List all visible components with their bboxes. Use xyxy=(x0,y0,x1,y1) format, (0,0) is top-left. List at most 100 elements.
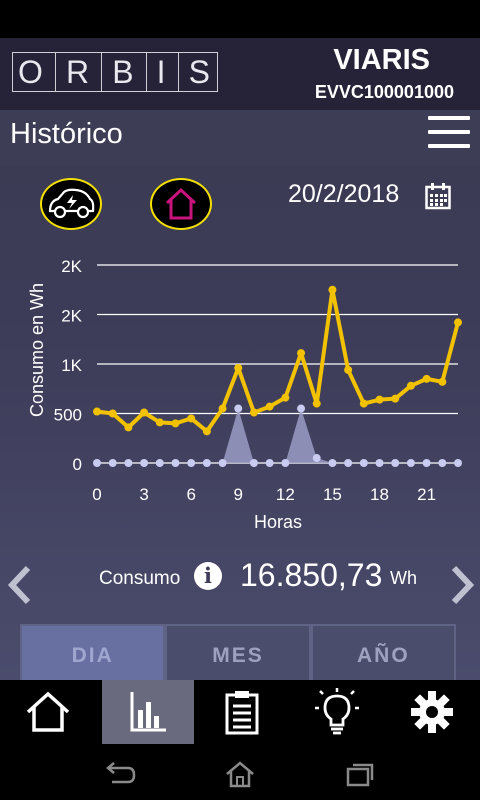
x-tick-label: 12 xyxy=(276,485,295,504)
series-1-point xyxy=(202,427,211,436)
x-tick-label: 18 xyxy=(370,485,389,504)
home-filter-button[interactable] xyxy=(150,178,212,230)
series-1-point xyxy=(328,285,337,294)
series-2-point xyxy=(171,459,180,467)
series-2-point xyxy=(328,459,337,467)
series-1-point xyxy=(108,409,117,418)
series-2-point xyxy=(359,459,368,467)
x-axis-label: Horas xyxy=(254,512,302,532)
series-1-point xyxy=(187,414,196,423)
series-1-point xyxy=(218,404,227,413)
series-1-point xyxy=(124,423,133,432)
series-2-point xyxy=(265,459,274,467)
series-1-point xyxy=(422,374,431,383)
series-1-point xyxy=(297,349,306,358)
device-name: VIARIS xyxy=(333,44,430,76)
series-1-point xyxy=(375,395,384,404)
series-2-point xyxy=(391,459,400,467)
series-1-point xyxy=(454,318,462,327)
series-2-point xyxy=(234,404,243,413)
series-2-point xyxy=(124,459,133,467)
back-icon[interactable] xyxy=(104,760,136,788)
x-tick-label: 15 xyxy=(323,485,342,504)
x-tick-label: 0 xyxy=(92,485,101,504)
y-tick-label: 2K xyxy=(61,307,82,326)
house-icon xyxy=(165,187,197,220)
total-consumption: Consumo i 16.850,73 Wh xyxy=(0,556,480,596)
recent-apps-icon[interactable] xyxy=(344,760,376,788)
series-1-point xyxy=(249,408,258,417)
series-2-point xyxy=(312,454,321,463)
series-1-point xyxy=(406,381,415,390)
tab-month[interactable]: MES xyxy=(165,624,311,682)
series-2-point xyxy=(438,459,447,467)
page-title: Histórico xyxy=(10,118,123,150)
gear-icon xyxy=(411,691,454,733)
hamburger-menu-icon[interactable] xyxy=(428,116,470,154)
nav-tips[interactable] xyxy=(289,680,384,744)
y-tick-label: 1K xyxy=(61,356,82,375)
y-tick-label: 500 xyxy=(54,406,82,425)
info-icon[interactable]: i xyxy=(194,562,222,590)
selected-date[interactable]: 20/2/2018 xyxy=(288,180,400,208)
series-2-point xyxy=(108,459,117,467)
y-tick-label: 2K xyxy=(61,257,82,276)
lightbulb-icon xyxy=(314,688,359,735)
series-2-point xyxy=(344,459,353,467)
device-id: EVVC100001000 xyxy=(314,82,454,102)
total-label: Consumo xyxy=(99,568,181,589)
series-2-point xyxy=(297,404,306,413)
nav-reports[interactable] xyxy=(194,680,289,744)
car-filter-button[interactable] xyxy=(40,178,102,230)
x-tick-label: 21 xyxy=(417,485,436,504)
title-bar: Histórico xyxy=(0,110,480,166)
series-1-point xyxy=(93,407,101,416)
series-2-point xyxy=(202,459,211,467)
series-2-point xyxy=(454,459,462,467)
y-axis-label: Consumo en Wh xyxy=(27,283,47,417)
period-tabs: DIA MES AÑO xyxy=(20,624,456,682)
tab-day[interactable]: DIA xyxy=(20,624,166,682)
series-2-point xyxy=(187,459,196,467)
series-2-point xyxy=(406,459,415,467)
orbis-logo: O R B I S xyxy=(12,52,218,92)
series-1-point xyxy=(438,377,447,386)
series-2-point xyxy=(249,459,258,467)
system-navigation-bar xyxy=(0,750,480,800)
brand-bar: O R B I S VIARIS EVVC100001000 xyxy=(0,38,480,110)
series-1-point xyxy=(140,408,149,417)
electric-car-icon xyxy=(48,188,95,219)
x-tick-label: 9 xyxy=(234,485,243,504)
series-2-point xyxy=(375,459,384,467)
bar-chart-icon xyxy=(130,692,167,732)
x-tick-label: 6 xyxy=(186,485,195,504)
series-2-point xyxy=(281,459,290,467)
nav-settings[interactable] xyxy=(385,680,480,744)
series-1-point xyxy=(265,402,274,411)
home-outline-icon[interactable] xyxy=(224,760,256,788)
y-tick-label: 0 xyxy=(73,455,82,474)
status-bar xyxy=(0,0,480,38)
nav-history[interactable] xyxy=(102,680,194,744)
series-2-point xyxy=(218,459,227,467)
tab-year[interactable]: AÑO xyxy=(310,624,456,682)
chevron-right-icon[interactable] xyxy=(450,564,476,606)
series-1-point xyxy=(391,394,400,403)
calendar-icon[interactable] xyxy=(425,182,451,210)
series-1-point xyxy=(171,419,180,428)
chevron-left-icon[interactable] xyxy=(6,564,32,606)
series-2-point xyxy=(93,459,101,467)
consumption-chart: 0 500 1K 2K 2K 0 3 6 9 12 15 18 21 Horas Consumo en Wh xyxy=(27,257,462,532)
nav-home[interactable] xyxy=(0,680,95,744)
series-2-point xyxy=(155,459,164,467)
total-unit: Wh xyxy=(390,568,417,588)
clipboard-icon xyxy=(225,691,258,735)
series-2-point xyxy=(140,459,149,467)
series-1-line xyxy=(96,287,460,434)
series-1-point xyxy=(155,418,164,427)
home-icon xyxy=(26,691,69,732)
series-1-point xyxy=(359,399,368,408)
series-2-point xyxy=(422,459,431,467)
series-1-point xyxy=(281,393,290,402)
series-1-point xyxy=(312,399,321,408)
